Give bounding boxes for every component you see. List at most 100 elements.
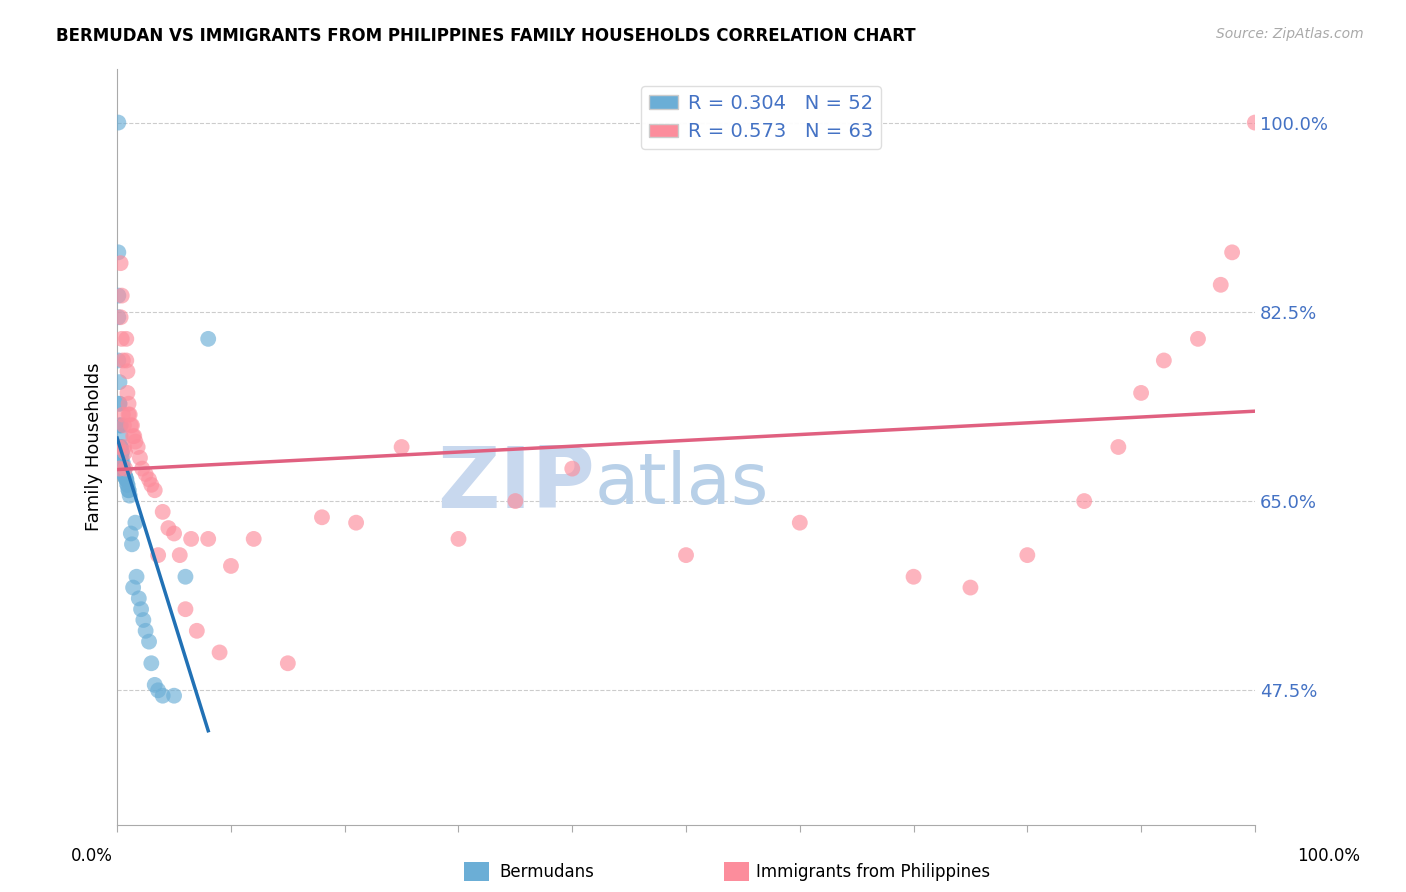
Point <box>174 570 197 584</box>
Text: 0.0%: 0.0% <box>70 847 112 864</box>
Point <box>1220 245 1243 260</box>
Point <box>114 461 136 475</box>
Point <box>110 440 132 454</box>
Point <box>111 456 134 470</box>
Point <box>561 461 583 475</box>
Point <box>219 558 242 573</box>
Point <box>127 440 149 454</box>
Point <box>138 634 160 648</box>
Point <box>107 245 129 260</box>
Text: Source: ZipAtlas.com: Source: ZipAtlas.com <box>1216 27 1364 41</box>
Point <box>1073 494 1095 508</box>
Point <box>122 429 145 443</box>
Point <box>117 483 139 498</box>
Point <box>107 115 129 129</box>
Point <box>789 516 811 530</box>
Point <box>114 469 136 483</box>
Point <box>124 516 146 530</box>
Point <box>447 532 470 546</box>
Point <box>118 408 141 422</box>
Point <box>675 548 697 562</box>
Point <box>114 470 136 484</box>
Point <box>111 353 134 368</box>
Point <box>112 466 135 480</box>
Point <box>121 418 143 433</box>
Point <box>135 624 157 638</box>
Point <box>107 310 129 325</box>
Point <box>129 602 152 616</box>
Y-axis label: Family Households: Family Households <box>86 363 103 532</box>
Point <box>169 548 191 562</box>
Point <box>125 570 148 584</box>
Point <box>107 440 129 454</box>
Point <box>114 445 136 459</box>
Point <box>208 645 231 659</box>
Point <box>152 689 174 703</box>
Point <box>141 657 163 671</box>
Point <box>115 332 138 346</box>
Point <box>117 483 139 498</box>
Point <box>131 461 153 475</box>
Text: 100.0%: 100.0% <box>1298 847 1360 864</box>
Text: BERMUDAN VS IMMIGRANTS FROM PHILIPPINES FAMILY HOUSEHOLDS CORRELATION CHART: BERMUDAN VS IMMIGRANTS FROM PHILIPPINES … <box>56 27 915 45</box>
Point <box>138 472 160 486</box>
Point <box>146 548 169 562</box>
Point <box>157 521 180 535</box>
Point <box>111 456 134 470</box>
Point <box>114 469 136 483</box>
Point <box>128 591 150 606</box>
Point <box>111 332 134 346</box>
Point <box>1153 353 1175 368</box>
Point <box>115 353 138 368</box>
Point <box>110 440 132 454</box>
Point <box>110 440 132 454</box>
Point <box>132 613 155 627</box>
Point <box>108 397 131 411</box>
Point <box>117 397 139 411</box>
Text: Immigrants from Philippines: Immigrants from Philippines <box>756 863 991 881</box>
Point <box>107 288 129 302</box>
Point <box>186 624 208 638</box>
Point <box>242 532 264 546</box>
Point <box>107 353 129 368</box>
Point <box>1209 277 1232 292</box>
Point <box>121 537 143 551</box>
Point <box>110 256 132 270</box>
Point <box>129 450 152 465</box>
Point <box>135 467 157 481</box>
Point <box>111 445 134 459</box>
Point <box>117 478 139 492</box>
Point <box>180 532 202 546</box>
Point <box>117 478 139 492</box>
Legend: R = 0.304   N = 52, R = 0.573   N = 63: R = 0.304 N = 52, R = 0.573 N = 63 <box>641 86 882 149</box>
Point <box>344 516 367 530</box>
Point <box>108 375 131 389</box>
Text: atlas: atlas <box>595 450 769 519</box>
Point <box>111 408 134 422</box>
Point <box>197 532 219 546</box>
Point <box>163 689 186 703</box>
Point <box>111 445 134 459</box>
Point <box>391 440 413 454</box>
Point <box>141 478 163 492</box>
Point <box>505 494 527 508</box>
Point <box>108 418 131 433</box>
Point <box>117 408 139 422</box>
Point <box>146 683 169 698</box>
Point <box>115 472 138 486</box>
Point <box>143 678 166 692</box>
Point <box>111 461 134 475</box>
Point <box>110 418 132 433</box>
Point <box>197 332 219 346</box>
Point <box>122 581 145 595</box>
Point <box>110 310 132 325</box>
Point <box>143 483 166 498</box>
Point <box>112 440 135 454</box>
Point <box>117 385 139 400</box>
Point <box>174 602 197 616</box>
Point <box>120 418 142 433</box>
Point <box>163 526 186 541</box>
Point <box>959 581 981 595</box>
Point <box>112 418 135 433</box>
Text: ZIP: ZIP <box>437 443 595 526</box>
